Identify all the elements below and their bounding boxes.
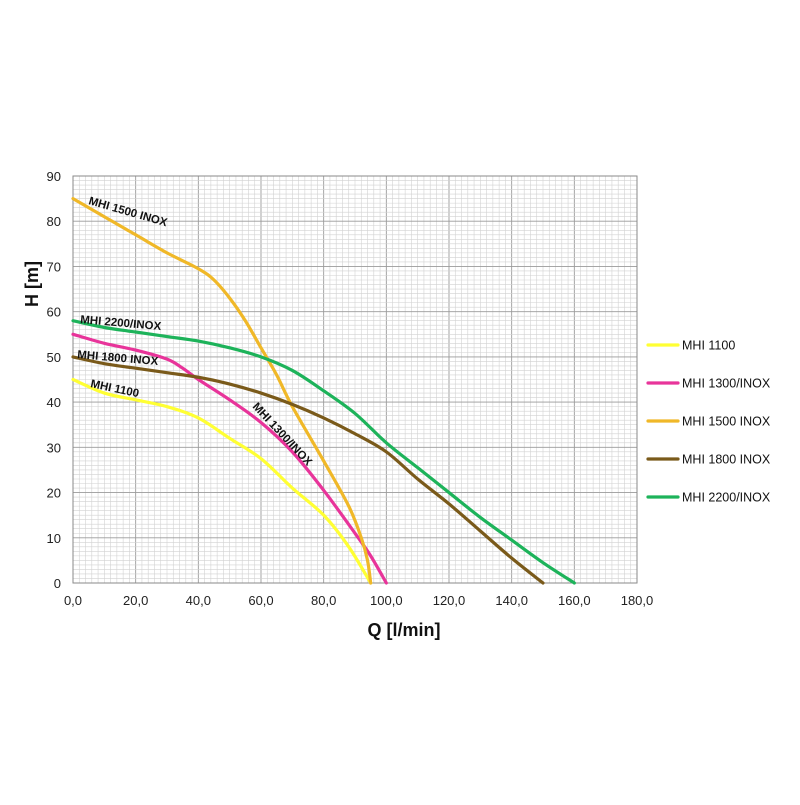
y-tick-label: 80 bbox=[47, 214, 61, 229]
x-tick-labels: 0,0 20,0 40,0 60,0 80,0 100,0 120,0 140,0 160,0 1… bbox=[64, 593, 653, 608]
x-tick-label: 20,0 bbox=[123, 593, 148, 608]
y-tick-labels: 0 10 20 30 40 50 60 70 80 90 bbox=[47, 169, 61, 591]
y-tick-label: 30 bbox=[47, 440, 61, 455]
legend-label-mhi-1300-inox: MHI 1300/INOX bbox=[682, 377, 771, 391]
y-tick-label: 60 bbox=[47, 305, 61, 320]
series-lines bbox=[71, 197, 576, 585]
y-tick-label: 70 bbox=[47, 259, 61, 274]
x-tick-label: 120,0 bbox=[433, 593, 466, 608]
x-tick-label: 180,0 bbox=[621, 593, 654, 608]
series-line-mhi-2200-inox bbox=[71, 319, 576, 585]
y-axis-title: H [m] bbox=[22, 261, 42, 307]
x-tick-label: 160,0 bbox=[558, 593, 591, 608]
series-line-mhi-1500-inox bbox=[71, 197, 373, 585]
grid bbox=[72, 175, 638, 584]
series-line-mhi-1800-inox bbox=[71, 355, 545, 585]
legend: MHI 1100 MHI 1300/INOX MHI 1500 INOX MHI 18… bbox=[646, 339, 771, 505]
y-tick-label: 20 bbox=[47, 486, 61, 501]
x-tick-label: 100,0 bbox=[370, 593, 403, 608]
x-tick-label: 60,0 bbox=[248, 593, 273, 608]
x-tick-label: 140,0 bbox=[495, 593, 528, 608]
legend-label-mhi-1500-inox: MHI 1500 INOX bbox=[682, 415, 771, 429]
y-tick-label: 50 bbox=[47, 350, 61, 365]
series-line-mhi-1300-inox bbox=[71, 332, 388, 585]
x-tick-label: 40,0 bbox=[186, 593, 211, 608]
y-tick-label: 90 bbox=[47, 169, 61, 184]
x-tick-label: 80,0 bbox=[311, 593, 336, 608]
x-tick-label: 0,0 bbox=[64, 593, 82, 608]
x-axis-title: Q [l/min] bbox=[368, 620, 441, 640]
legend-label-mhi-1100: MHI 1100 bbox=[682, 339, 735, 353]
y-tick-label: 10 bbox=[47, 531, 61, 546]
y-tick-label: 40 bbox=[47, 395, 61, 410]
legend-label-mhi-2200-inox: MHI 2200/INOX bbox=[682, 491, 771, 505]
y-tick-label: 0 bbox=[54, 576, 61, 591]
legend-label-mhi-1800-inox: MHI 1800 INOX bbox=[682, 453, 771, 467]
series-line-mhi-1100 bbox=[71, 377, 373, 585]
